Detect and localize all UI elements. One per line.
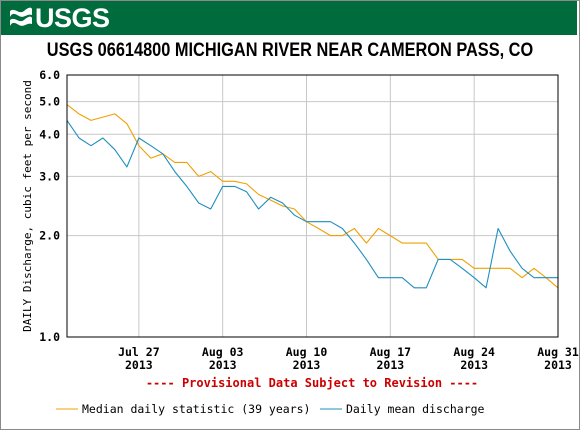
usgs-wave-icon [10,7,32,26]
x-tick-label: Aug 03 [202,345,244,359]
mean-series-line [66,120,558,289]
y-tick-label: 3.0 [39,169,60,183]
legend: Median daily statistic (39 years) Daily … [56,402,485,416]
usgs-banner: USGS [1,1,577,35]
legend-mean-label: Daily mean discharge [346,402,485,416]
grid-lines [67,75,558,337]
y-tick-label: 4.0 [39,127,60,141]
y-tick-labels: 1.0 2.0 3.0 4.0 5.0 6.0 [39,68,60,344]
y-axis-label: DAILY Discharge, cubic feet per second [21,80,34,332]
x-tick-year: 2013 [460,358,488,372]
median-series-line [66,104,559,289]
chart-title: USGS 06614800 MICHIGAN RIVER NEAR CAMERO… [46,40,534,61]
x-tick-label: Aug 31 [537,345,579,359]
legend-median-label: Median daily statistic (39 years) [82,402,310,416]
x-tick-year: 2013 [209,358,237,372]
y-tick-label: 2.0 [39,229,60,243]
x-tick-label: Jul 27 [118,345,160,359]
x-tick-year: 2013 [125,358,153,372]
usgs-logo-text: USGS [35,3,110,33]
provisional-notice: ---- Provisional Data Subject to Revisio… [146,376,478,390]
y-tick-label: 1.0 [39,330,60,344]
y-tick-label: 6.0 [39,68,60,82]
series-lines [66,104,559,289]
x-tick-year: 2013 [376,358,404,372]
x-tick-label: Aug 17 [370,345,412,359]
plot-area-border [66,74,559,338]
x-tick-year: 2013 [293,358,321,372]
x-tick-label: Aug 24 [453,345,495,359]
y-tick-label: 5.0 [39,95,60,109]
x-tick-label: Aug 10 [286,345,328,359]
usgs-logo[interactable]: USGS [9,3,110,33]
x-tick-year: 2013 [544,358,572,372]
